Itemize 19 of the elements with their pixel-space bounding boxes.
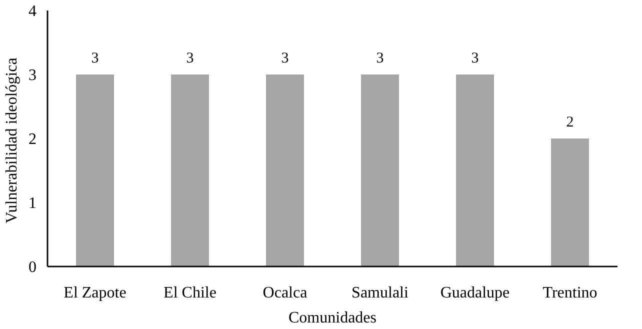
y-tick-label: 0 [28, 259, 36, 276]
data-label: 3 [376, 50, 384, 66]
x-axis-title: Comunidades [288, 310, 377, 326]
y-axis-title: Vulnerabilidad ideológica [4, 58, 20, 224]
y-tick-label: 2 [28, 131, 36, 148]
data-label: 3 [91, 50, 99, 66]
x-tick-label: Trentino [542, 284, 598, 302]
x-tick-label: El Zapote [64, 284, 126, 302]
x-tick-label: Samulali [352, 284, 409, 302]
y-tick-label: 3 [28, 67, 36, 84]
y-tick-label: 1 [28, 195, 36, 212]
data-label: 2 [566, 114, 574, 130]
y-tick-label: 4 [28, 3, 36, 20]
x-tick-label: Guadalupe [440, 284, 510, 302]
data-label: 3 [281, 50, 289, 66]
x-tick-label: Ocalca [262, 284, 308, 302]
x-tick-label: El Chile [164, 284, 216, 302]
data-label: 3 [471, 50, 479, 66]
data-label: 3 [186, 50, 194, 66]
